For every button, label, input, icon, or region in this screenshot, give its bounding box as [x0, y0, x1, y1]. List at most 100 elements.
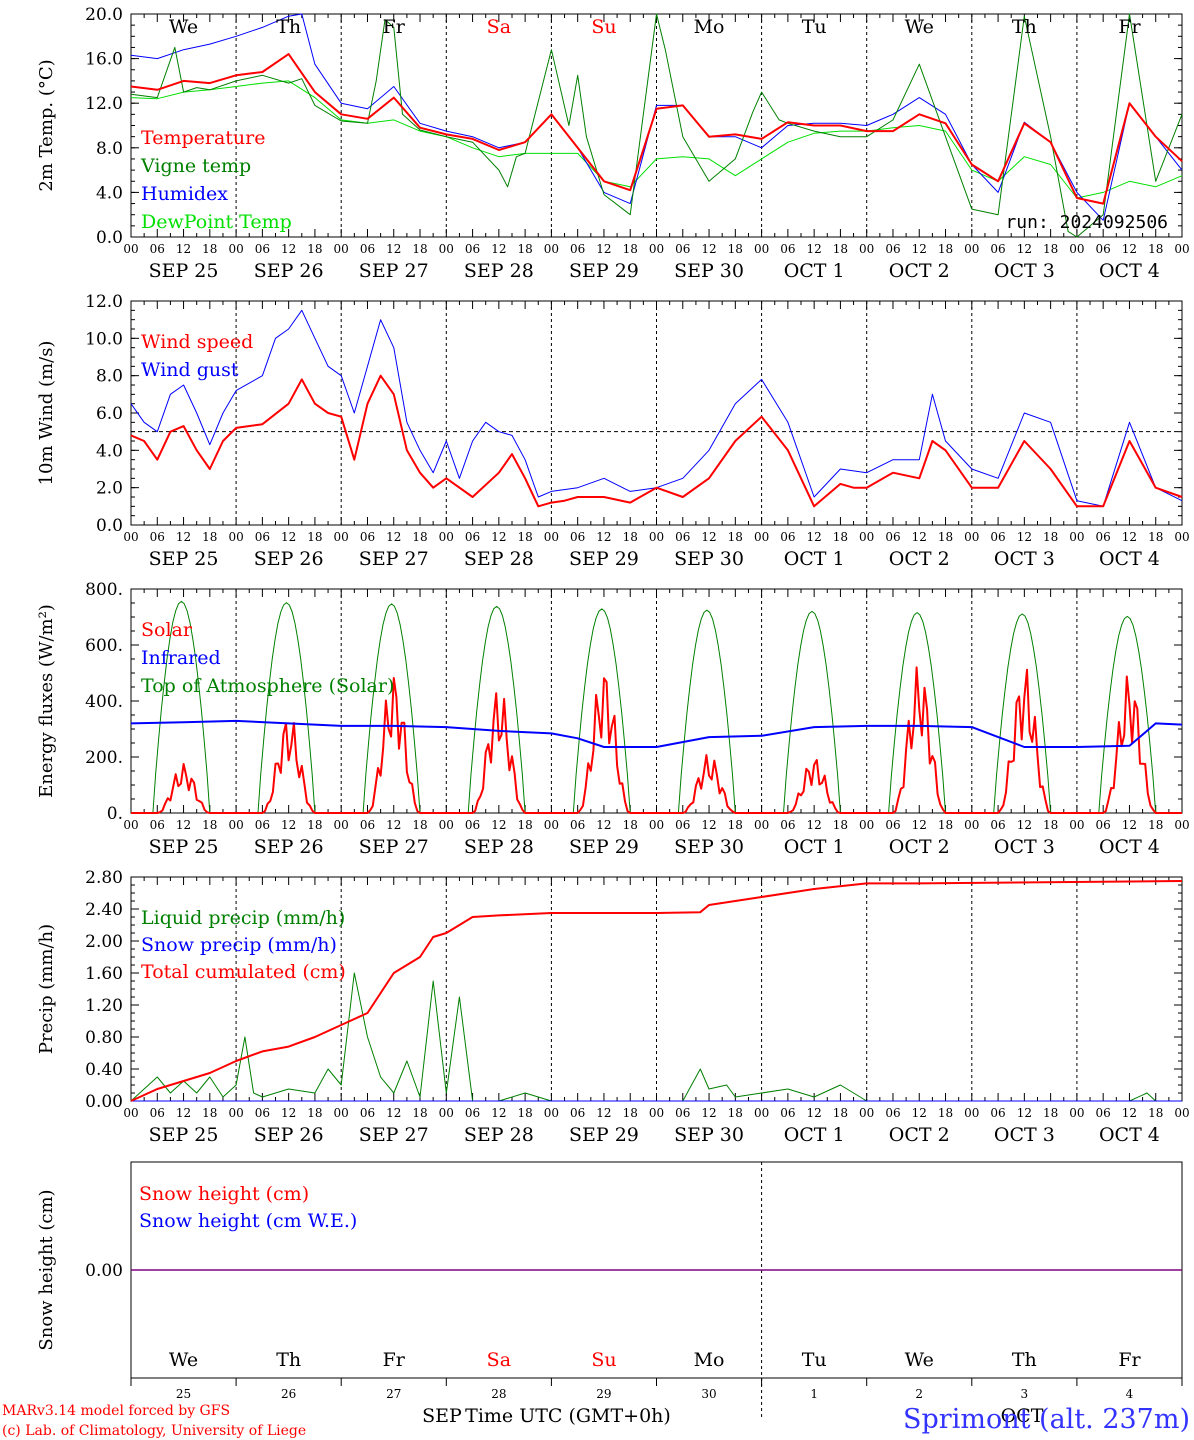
y-tick-label: 0.0	[96, 228, 123, 248]
panel-2: 00 06 12 18 00 06 12 18 00 06 12 18 00 06 12 18 00 06 12 18…	[36, 292, 1190, 570]
x-hour-label: 06	[885, 818, 900, 832]
x-hour-label: 18	[1148, 530, 1163, 544]
day-number: 1	[810, 1387, 818, 1401]
x-hour-label: 06	[465, 530, 480, 544]
x-hour-label: 00	[649, 818, 664, 832]
x-hour-label: 00	[228, 530, 243, 544]
panel-1: 00 06 12 18 00 06 12 18 00 06 12 18 00 06 12 18 00 06 12 18…	[36, 5, 1190, 282]
x-hour-label: 18	[833, 242, 848, 256]
x-hour-label: 00	[1069, 242, 1084, 256]
x-hour-label: 18	[517, 818, 532, 832]
date-label: SEP 27	[359, 548, 429, 570]
x-hour-label: 00	[334, 1106, 349, 1120]
x-hour-label: 18	[307, 1106, 322, 1120]
x-hour-label: 00	[334, 242, 349, 256]
legend-entry: Temperature	[141, 127, 265, 149]
x-hour-label: 18	[728, 818, 743, 832]
x-hour-label: 00	[859, 530, 874, 544]
date-label: OCT 1	[784, 836, 845, 858]
x-hour-label: 00	[859, 242, 874, 256]
series-line	[130, 374, 1183, 508]
date-label: OCT 1	[784, 548, 845, 570]
x-hour-label: 18	[623, 530, 638, 544]
y-tick-label: 10.0	[85, 329, 123, 349]
weekday-label: Fr	[1118, 1349, 1141, 1371]
x-hour-label: 12	[912, 818, 927, 832]
y-tick-label: 1.60	[85, 964, 123, 984]
x-hour-label: 18	[307, 818, 322, 832]
x-hour-label: 00	[1174, 1106, 1189, 1120]
y-axis-label: Snow height (cm)	[36, 1189, 57, 1350]
x-hour-label: 18	[412, 530, 427, 544]
x-hour-label: 12	[386, 1106, 401, 1120]
y-tick-label: 0.0	[96, 516, 123, 536]
y-tick-label: 16.0	[85, 50, 123, 70]
weekday-label: Mo	[694, 16, 725, 38]
x-hour-label: 12	[701, 818, 716, 832]
weekday-label: Tu	[802, 1349, 827, 1371]
x-hour-label: 12	[1017, 242, 1032, 256]
x-hour-label: 00	[123, 530, 138, 544]
date-label: OCT 4	[1099, 836, 1160, 858]
x-hour-label: 18	[307, 242, 322, 256]
date-label: SEP 26	[254, 836, 324, 858]
x-hour-label: 06	[780, 1106, 795, 1120]
x-hour-label: 00	[1069, 1106, 1084, 1120]
x-hour-label: 18	[412, 1106, 427, 1120]
y-axis-label: Precip (mm/h)	[36, 924, 57, 1054]
date-label: SEP 29	[569, 260, 639, 282]
x-hour-label: 06	[1096, 242, 1111, 256]
x-hour-label: 18	[1043, 242, 1058, 256]
weekday-label: Su	[591, 1349, 616, 1371]
x-hour-label: 06	[570, 242, 585, 256]
x-hour-label: 00	[754, 530, 769, 544]
date-label: SEP 30	[674, 260, 744, 282]
x-hour-label: 06	[1096, 818, 1111, 832]
x-hour-label: 12	[1122, 242, 1137, 256]
x-hour-label: 00	[649, 242, 664, 256]
x-hour-label: 06	[150, 818, 165, 832]
date-label: SEP 30	[674, 1124, 744, 1146]
series-line	[130, 719, 1183, 748]
x-hour-label: 06	[360, 1106, 375, 1120]
day-number: 3	[1021, 1387, 1029, 1401]
x-hour-label: 06	[990, 818, 1005, 832]
x-hour-label: 12	[176, 242, 191, 256]
y-tick-label: 600.	[85, 636, 123, 656]
weekday-label: Tu	[802, 16, 827, 38]
day-number: 30	[701, 1387, 716, 1401]
day-number: 4	[1126, 1387, 1134, 1401]
weekday-label: We	[905, 1349, 934, 1371]
y-tick-label: 12.0	[85, 292, 123, 312]
x-hour-label: 06	[675, 242, 690, 256]
x-hour-label: 00	[964, 242, 979, 256]
y-axis-label: Energy fluxes (W/m²)	[36, 604, 57, 798]
weekday-label: Su	[591, 16, 616, 38]
series-line	[131, 666, 1182, 814]
weekday-label: Sa	[487, 1349, 511, 1371]
weekday-label: Mo	[694, 1349, 725, 1371]
x-hour-label: 18	[938, 818, 953, 832]
y-tick-label: 8.0	[96, 367, 123, 387]
weekday-label: We	[169, 1349, 198, 1371]
weekday-label: Fr	[383, 1349, 406, 1371]
x-hour-label: 12	[912, 1106, 927, 1120]
x-hour-label: 00	[439, 530, 454, 544]
x-hour-label: 18	[1148, 242, 1163, 256]
x-hour-label: 00	[649, 530, 664, 544]
date-label: OCT 3	[994, 1124, 1055, 1146]
x-hour-label: 00	[439, 242, 454, 256]
x-hour-label: 12	[281, 1106, 296, 1120]
x-hour-label: 06	[570, 530, 585, 544]
legend-entry: Snow precip (mm/h)	[141, 934, 337, 956]
y-tick-label: 8.0	[96, 139, 123, 159]
y-tick-label: 2.80	[85, 868, 123, 888]
series-line	[130, 880, 1183, 1102]
x-hour-label: 18	[517, 242, 532, 256]
date-label: OCT 3	[994, 548, 1055, 570]
y-tick-label: 0.00	[85, 1092, 123, 1112]
x-hour-label: 12	[596, 530, 611, 544]
date-label: OCT 2	[889, 260, 950, 282]
y-tick-label: 4.0	[96, 441, 123, 461]
weekday-label: We	[169, 16, 198, 38]
